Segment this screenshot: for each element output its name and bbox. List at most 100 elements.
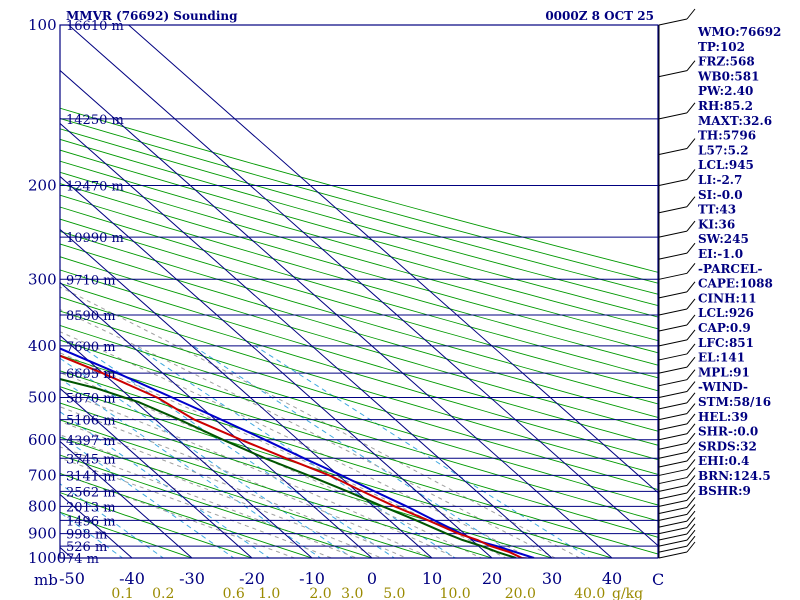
- temperature-tick-label: 20: [482, 569, 502, 588]
- sounding-index-item: L57:5.2: [698, 143, 748, 157]
- wind-barb-icon: [658, 138, 696, 156]
- dry-adiabat-line: [60, 436, 434, 558]
- temperature-tick-label: -20: [239, 569, 265, 588]
- temperature-tick-label: 0: [367, 569, 377, 588]
- moist-adiabat-line: [60, 286, 581, 558]
- wind-barb-icon: [658, 60, 696, 78]
- mixing-ratio-line: [60, 357, 354, 558]
- temperature-tick-label: 30: [542, 569, 562, 588]
- sounding-index-item: TT:43: [698, 203, 736, 217]
- mixing-ratio-label: 2.0: [309, 586, 331, 600]
- sounding-profiles: [60, 347, 535, 558]
- height-label: 5106 m: [66, 414, 116, 429]
- sounding-index-item: HEL:39: [698, 410, 748, 424]
- height-label: 3141 m: [66, 469, 116, 484]
- dry-adiabat-line: [60, 324, 658, 506]
- pressure-tick-label: 200: [28, 176, 57, 194]
- wind-barb-icon: [658, 262, 696, 280]
- wind-barb-icon: [658, 298, 696, 316]
- wind-barb-icon: [658, 343, 696, 361]
- wind-barb-icon: [658, 441, 696, 459]
- wind-barb-icon: [658, 517, 696, 535]
- temperature-tick-label: 10: [422, 569, 442, 588]
- sounding-index-item: TH:5796: [698, 129, 756, 143]
- mixing-ratio-label: 20.0: [505, 586, 536, 600]
- wind-barb-icon: [658, 381, 696, 399]
- height-label: 10990 m: [66, 231, 124, 246]
- sounding-index-item: -PARCEL-: [698, 262, 763, 276]
- wind-barb-icon: [658, 314, 696, 332]
- pressure-unit-label: mb: [34, 571, 58, 589]
- dry-adiabat-line: [60, 454, 374, 558]
- sounding-index-item: BRN:124.5: [698, 469, 771, 483]
- sounding-index-item: -WIND-: [698, 380, 748, 394]
- height-labels: 16610 m 14250 m 12470 m 10990 m 9710 m 8590 m…: [66, 19, 124, 567]
- dry-adiabat-line: [60, 243, 658, 418]
- temperature-tick-label: -30: [179, 569, 205, 588]
- celsius-axis-label: C: [652, 570, 664, 589]
- temperature-tick-label: -40: [119, 569, 145, 588]
- sounding-index-item: CAP:0.9: [698, 321, 751, 335]
- height-label: 74 m: [66, 552, 99, 567]
- height-label: 5870 m: [66, 392, 116, 407]
- wind-barb-icon: [658, 169, 696, 186]
- moist-adiabat-line: [60, 446, 358, 558]
- height-label: 2013 m: [66, 500, 116, 515]
- wind-barb-icon: [658, 220, 696, 238]
- isobars: [60, 25, 658, 558]
- dry-adiabat-line: [60, 218, 658, 392]
- isotherm-line: [60, 122, 553, 558]
- wind-barb-icon: [658, 459, 696, 476]
- wind-barb-icon: [658, 497, 696, 514]
- wind-profile: [658, 8, 696, 559]
- dry-adiabat-line: [60, 282, 658, 461]
- dry-adiabat-line: [60, 128, 658, 295]
- mixing-ratio-line: [254, 345, 591, 558]
- dry-adiabat-line: [60, 511, 194, 558]
- wind-barb-icon: [658, 450, 696, 468]
- isotherm-line: [60, 387, 253, 558]
- wind-barb-icon: [658, 8, 696, 26]
- temperature-profile-line: [60, 354, 534, 558]
- height-label: 12470 m: [66, 179, 124, 194]
- temperature-tick-label: -10: [299, 569, 325, 588]
- dry-adiabat-line: [60, 402, 554, 558]
- moist-adiabat-line: [60, 309, 557, 558]
- moist-adiabat-line: [60, 472, 296, 558]
- wind-barb-icon: [658, 482, 696, 500]
- temperature-axis-labels: -50 -40 -30 -20 -10 0 10 20 30 40: [59, 569, 622, 588]
- temperature-tick-label: -50: [59, 569, 85, 588]
- dry-adiabat-line: [60, 354, 658, 538]
- wind-barb-icon: [658, 102, 696, 120]
- wind-barb-icon: [658, 432, 696, 450]
- sounding-index-item: EL:141: [698, 351, 745, 365]
- isotherm-line: [60, 440, 193, 558]
- pressure-tick-label: 400: [28, 337, 57, 355]
- sounding-index-item: EHI:0.4: [698, 454, 749, 468]
- wind-barb-icon: [658, 403, 696, 421]
- mixing-ratio-label: 1.0: [258, 586, 280, 600]
- sounding-index-item: SHR-:0.0: [698, 425, 758, 439]
- isotherm-line: [68, 25, 658, 547]
- sounding-indices-panel: WMO:76692TP:102FRZ:568WB0:581PW:2.40RH:8…: [697, 25, 781, 498]
- dry-adiabat-line: [60, 183, 658, 354]
- pressure-tick-label: 600: [28, 431, 57, 449]
- dry-adiabat-line: [60, 230, 658, 405]
- dry-adiabat-line: [60, 160, 658, 330]
- wind-barb-icon: [658, 423, 696, 441]
- mixing-ratio-unit: g/kg: [612, 586, 643, 600]
- wind-barb-icon: [658, 535, 696, 553]
- isotherm-line: [60, 69, 613, 558]
- wind-barb-icon: [658, 490, 696, 507]
- mixing-ratio-label: 0.6: [223, 586, 245, 600]
- dry-adiabats: [60, 107, 658, 558]
- height-label: 8590 m: [66, 309, 116, 324]
- mixing-ratio-label: 3.0: [341, 586, 363, 600]
- height-label: 16610 m: [66, 19, 124, 34]
- height-label: 998 m: [66, 528, 107, 543]
- pressure-tick-label: 500: [28, 389, 57, 407]
- wind-barb-icon: [658, 529, 696, 547]
- dry-adiabat-line: [60, 269, 658, 446]
- isotherm-line: [60, 281, 373, 558]
- pressure-tick-label: 700: [28, 466, 57, 484]
